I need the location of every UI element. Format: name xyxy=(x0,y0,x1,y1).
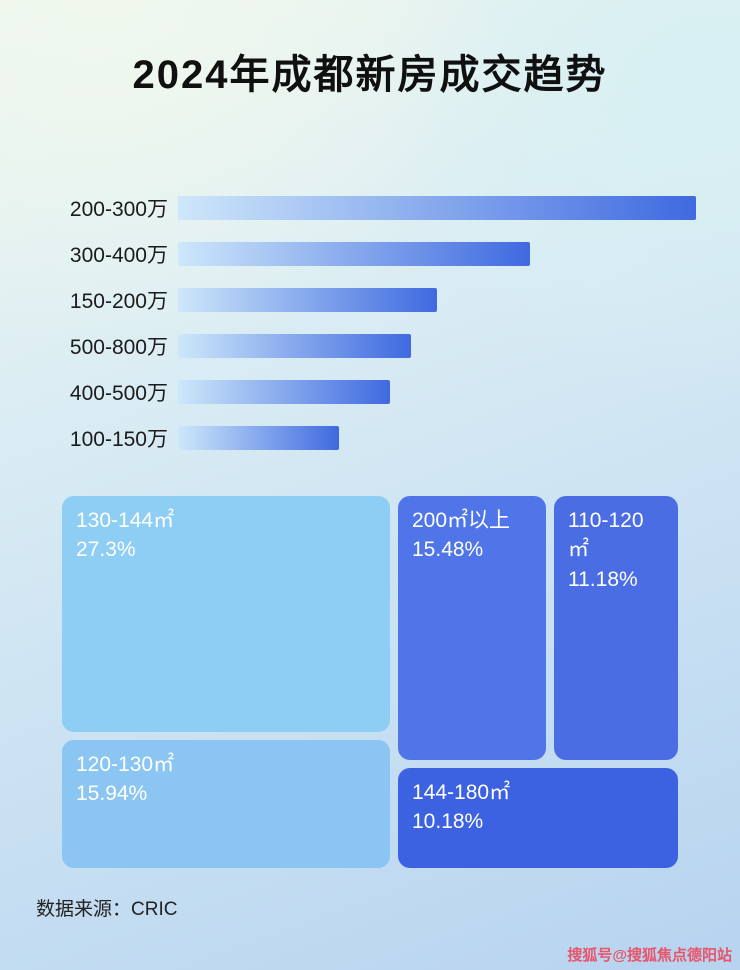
treemap-percent: 27.3% xyxy=(76,538,136,562)
bar-fill xyxy=(178,196,696,220)
bar-track xyxy=(178,334,696,358)
bar-fill xyxy=(178,242,531,266)
treemap-label: 120-130㎡ xyxy=(76,753,175,776)
bar-fill xyxy=(178,380,391,404)
treemap-label: 130-144㎡ xyxy=(76,509,175,532)
treemap-block-120-130: 120-130㎡ 15.94% xyxy=(62,740,390,868)
bar-track xyxy=(178,196,696,220)
bar-row: 100-150万 xyxy=(40,426,696,451)
bar-category-label: 400-500万 xyxy=(69,382,168,405)
treemap-label: 110-120㎡ xyxy=(568,509,644,562)
treemap-chart: 130-144㎡ 27.3% 200㎡以上 15.48% 110-120㎡ 11… xyxy=(62,496,678,868)
treemap-percent: 10.18% xyxy=(412,810,484,834)
treemap-block-200-plus: 200㎡以上 15.48% xyxy=(398,496,546,760)
bar-row: 200-300万 xyxy=(40,196,696,221)
bar-track xyxy=(178,426,696,450)
treemap-label: 200㎡以上 xyxy=(412,509,511,532)
bar-track xyxy=(178,242,696,266)
bar-category-label: 100-150万 xyxy=(69,428,168,451)
watermark-text: 搜狐号@搜狐焦点德阳站 xyxy=(567,947,732,964)
bar-row: 300-400万 xyxy=(40,242,696,267)
page-title: 2024年成都新房成交趋势 xyxy=(132,53,608,97)
treemap-block-130-144: 130-144㎡ 27.3% xyxy=(62,496,390,732)
bar-row: 150-200万 xyxy=(40,288,696,313)
treemap-block-144-180: 144-180㎡ 10.18% xyxy=(398,768,678,868)
bar-row: 500-800万 xyxy=(40,334,696,359)
treemap-percent: 15.94% xyxy=(76,782,148,806)
bar-track xyxy=(178,288,696,312)
bar-track xyxy=(178,380,696,404)
data-source-note: 数据来源：CRIC xyxy=(36,899,178,920)
bar-category-label: 150-200万 xyxy=(69,290,168,313)
treemap-block-110-120: 110-120㎡ 11.18% xyxy=(554,496,678,760)
bar-category-label: 200-300万 xyxy=(69,198,168,221)
treemap-percent: 11.18% xyxy=(568,567,638,591)
bar-row: 400-500万 xyxy=(40,380,696,405)
bar-fill xyxy=(178,288,437,312)
bar-fill xyxy=(178,334,412,358)
bar-category-label: 300-400万 xyxy=(69,244,168,267)
treemap-label: 144-180㎡ xyxy=(412,781,511,804)
treemap-percent: 15.48% xyxy=(412,538,484,562)
bar-category-label: 500-800万 xyxy=(69,336,168,359)
bar-fill xyxy=(178,426,339,450)
bar-chart: 200-300万 300-400万 150-200万 500-800万 400-500万… xyxy=(40,196,696,451)
